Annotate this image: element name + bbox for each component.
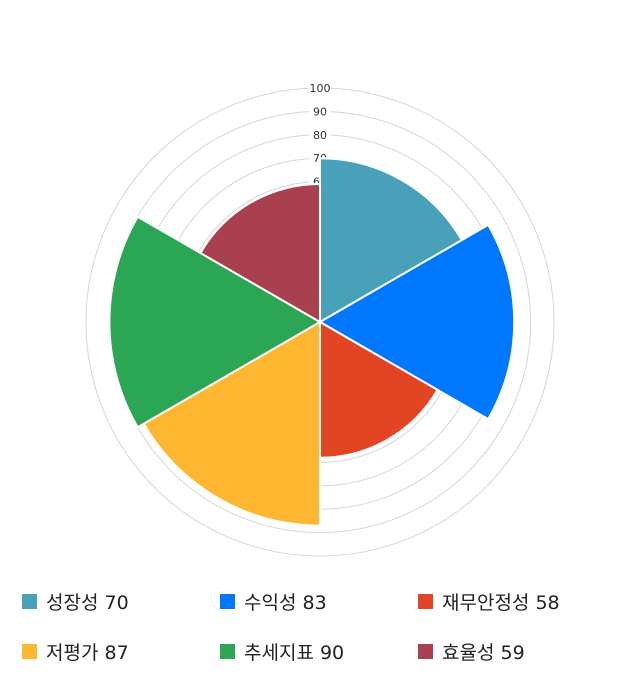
sector-6 [199, 182, 321, 324]
legend-item[interactable]: 저평가 87 [22, 638, 129, 665]
legend-label: 재무안정성 58 [442, 592, 560, 614]
tick-label-bg [309, 105, 331, 118]
legend-swatch [220, 644, 235, 659]
legend-item[interactable]: 효율성 59 [418, 638, 525, 665]
tick-label-bg [309, 128, 331, 141]
sector-1 [319, 157, 464, 324]
legend-swatch [220, 594, 235, 609]
legend-label: 저평가 87 [46, 642, 129, 664]
tick-label: 90 [313, 105, 327, 118]
sector-3 [319, 320, 439, 459]
sector-5 [108, 215, 323, 429]
legend-swatch [418, 594, 433, 609]
legend-swatch [22, 644, 37, 659]
legend-item[interactable]: 성장성 70 [22, 588, 129, 615]
legend-label: 효율성 59 [442, 642, 525, 664]
tick-label: 80 [313, 129, 327, 142]
legend-label: 성장성 70 [46, 592, 129, 614]
tick-label: 100 [310, 82, 331, 95]
polar-area-chart: 102030405060708090100 [85, 82, 555, 557]
legend-item[interactable]: 재무안정성 58 [418, 588, 560, 615]
legend-label: 추세지표 90 [244, 642, 345, 664]
sector-4 [142, 320, 321, 527]
legend-swatch [22, 594, 37, 609]
legend-swatch [418, 644, 433, 659]
legend-item[interactable]: 추세지표 90 [220, 638, 344, 665]
tick-label-bg [309, 82, 331, 94]
legend-label: 수익성 83 [244, 592, 327, 614]
legend-item[interactable]: 수익성 83 [220, 588, 327, 615]
sector-2 [318, 223, 516, 421]
